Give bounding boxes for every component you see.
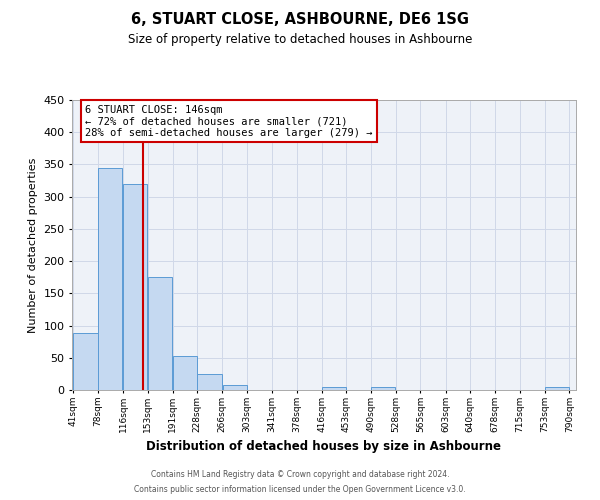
Bar [322, 388, 346, 390]
Bar [371, 388, 395, 390]
Bar [73, 332, 98, 390]
Bar [173, 356, 197, 390]
Text: Contains public sector information licensed under the Open Government Licence v3: Contains public sector information licen… [134, 485, 466, 494]
Bar [223, 385, 247, 390]
Text: Size of property relative to detached houses in Ashbourne: Size of property relative to detached ho… [128, 32, 472, 46]
Bar [545, 388, 569, 390]
Bar [148, 277, 172, 390]
Text: 6, STUART CLOSE, ASHBOURNE, DE6 1SG: 6, STUART CLOSE, ASHBOURNE, DE6 1SG [131, 12, 469, 28]
Text: Contains HM Land Registry data © Crown copyright and database right 2024.: Contains HM Land Registry data © Crown c… [151, 470, 449, 479]
Y-axis label: Number of detached properties: Number of detached properties [28, 158, 38, 332]
Text: 6 STUART CLOSE: 146sqm
← 72% of detached houses are smaller (721)
28% of semi-de: 6 STUART CLOSE: 146sqm ← 72% of detached… [85, 104, 373, 138]
X-axis label: Distribution of detached houses by size in Ashbourne: Distribution of detached houses by size … [146, 440, 502, 454]
Bar [98, 168, 122, 390]
Bar [197, 374, 221, 390]
Bar [123, 184, 148, 390]
